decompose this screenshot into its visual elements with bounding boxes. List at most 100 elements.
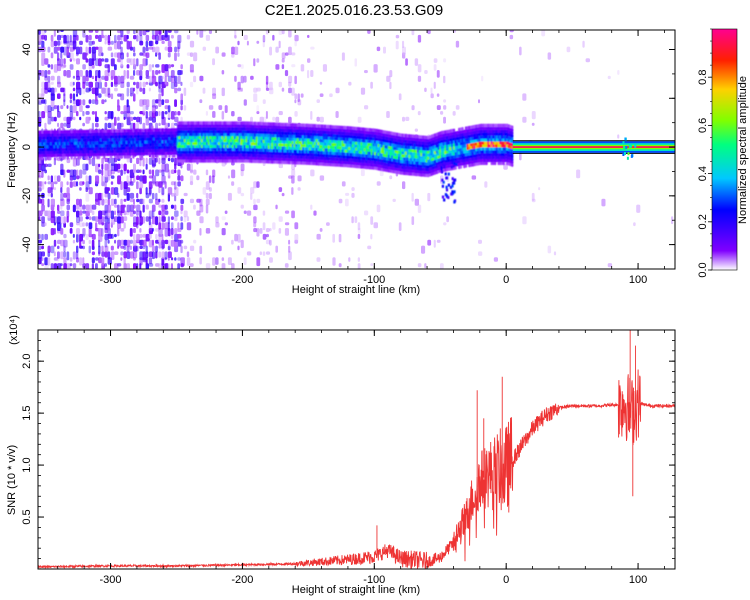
noise-cell <box>617 134 620 139</box>
ridge-cell <box>278 157 281 161</box>
noise-cell <box>259 116 264 124</box>
noise-cell <box>76 175 80 180</box>
ridge-cell <box>286 134 289 138</box>
noise-cell <box>63 116 68 122</box>
ridge-cell <box>355 138 358 142</box>
ridge-cell <box>461 156 464 160</box>
ridge-cell <box>38 148 41 152</box>
noise-cell <box>284 263 289 268</box>
ridge-cell <box>475 150 478 155</box>
noise-cell <box>151 64 155 68</box>
ridge-cell <box>418 161 421 165</box>
ridge-cell <box>74 147 77 151</box>
ridge-cell <box>43 136 46 140</box>
noise-cell <box>133 52 136 57</box>
noise-cell <box>196 175 200 181</box>
ridge-cell <box>46 147 49 152</box>
ridge-cell <box>343 158 346 162</box>
ridge-cell <box>235 156 238 160</box>
ridge-cell <box>151 125 154 129</box>
ridge-cell <box>206 132 209 137</box>
noise-cell <box>405 116 410 121</box>
noise-cell <box>151 70 155 79</box>
noise-cell <box>288 175 293 179</box>
ridge-cell <box>240 144 243 148</box>
ridge-cell <box>216 156 219 160</box>
ridge-cell <box>111 138 114 142</box>
ridge-cell <box>435 170 438 175</box>
ridge-cell <box>339 151 342 156</box>
ridge-cell <box>308 129 312 133</box>
ridge-cell <box>204 121 207 125</box>
ridge-cell <box>254 142 257 146</box>
ridge-cell <box>58 156 61 160</box>
noise-cell <box>433 81 436 89</box>
ridge-cell <box>473 159 476 164</box>
ridge-cell <box>471 154 474 158</box>
ridge-cell <box>368 142 372 147</box>
noise-cell <box>151 181 156 186</box>
ridge-cell <box>404 139 408 143</box>
ridge-cell <box>356 159 360 163</box>
ridge-cell <box>367 163 370 167</box>
ridge-cell <box>415 172 418 177</box>
ridge-cell <box>247 138 250 143</box>
ridge-cell <box>238 159 241 163</box>
ridge-cell <box>170 142 173 147</box>
ridge-cell <box>238 156 241 160</box>
ridge-cell <box>242 141 245 146</box>
ridge-cell <box>377 161 380 165</box>
ridge-cell <box>260 142 264 146</box>
ridge-cell <box>360 136 363 140</box>
ridge-cell <box>99 135 102 139</box>
ridge-cell <box>466 152 469 156</box>
noise-cell <box>155 111 158 117</box>
noise-cell <box>151 175 157 184</box>
ridge-cell <box>63 130 66 134</box>
ridge-cell <box>284 125 288 130</box>
ridge-cell <box>187 138 190 143</box>
ridge-cell <box>266 148 269 152</box>
noise-cell <box>161 40 165 44</box>
ridge-cell <box>401 162 404 167</box>
ridge-cell <box>382 144 385 149</box>
noise-cell <box>126 105 131 114</box>
ridge-cell <box>384 156 387 161</box>
ridge-cell <box>103 149 106 154</box>
noise-cell <box>224 222 228 226</box>
ridge-cell <box>377 137 380 142</box>
ridge-cell <box>158 145 161 150</box>
ridge-cell <box>219 156 222 160</box>
ridge-cell <box>480 132 483 136</box>
noise-cell <box>148 216 151 226</box>
ridge-cell <box>468 158 471 162</box>
ridge-cell <box>315 130 318 134</box>
ridge-cell <box>255 133 258 137</box>
ridge-cell <box>235 141 238 146</box>
ridge-cell <box>284 137 288 141</box>
noise-cell <box>398 93 402 101</box>
noise-cell <box>72 239 76 244</box>
ridge-cell <box>356 135 360 140</box>
noise-cell <box>164 257 167 261</box>
ridge-cell <box>392 140 396 145</box>
ridge-cell <box>437 134 440 139</box>
ridge-cell <box>178 127 181 131</box>
ridge-cell <box>197 159 200 163</box>
ridge-cell <box>368 154 372 158</box>
noise-cell <box>240 204 244 209</box>
ridge-cell <box>224 156 228 160</box>
noise-cell <box>170 192 175 197</box>
ridge-cell <box>190 138 193 143</box>
ridge-cell <box>151 140 154 144</box>
ridge-cell <box>104 129 108 133</box>
noise-cell <box>126 87 129 97</box>
noise-cell <box>411 105 415 111</box>
ridge-cell <box>476 150 480 154</box>
noise-cell <box>376 204 381 213</box>
ridge-cell <box>403 151 406 155</box>
ridge-cell <box>41 156 44 161</box>
ridge-cell <box>377 158 380 162</box>
ridge-cell <box>113 143 116 148</box>
ridge-cell <box>425 156 428 160</box>
